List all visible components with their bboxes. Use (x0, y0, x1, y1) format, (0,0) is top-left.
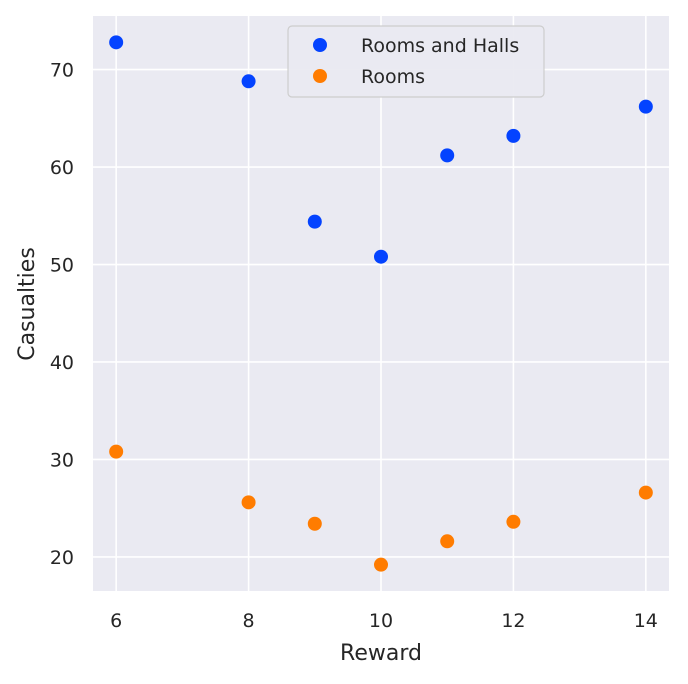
y-tick-label: 30 (50, 449, 74, 471)
data-point-rooms (241, 495, 256, 510)
data-point-rooms-and-halls (109, 35, 124, 50)
data-point-rooms-and-halls (440, 148, 455, 163)
y-tick-label: 50 (50, 255, 74, 277)
data-point-rooms-and-halls (506, 128, 521, 143)
data-point-rooms (109, 444, 124, 459)
data-point-rooms-and-halls (307, 214, 322, 229)
x-tick-label: 6 (110, 610, 122, 632)
y-tick-label: 60 (50, 157, 74, 179)
data-point-rooms (506, 514, 521, 529)
x-tick-label: 12 (501, 610, 525, 632)
y-tick-label: 20 (50, 547, 74, 569)
legend-box (287, 25, 545, 98)
x-tick-label: 8 (243, 610, 255, 632)
data-point-rooms-and-halls (638, 99, 653, 114)
legend: Rooms and Halls Rooms (287, 25, 545, 98)
x-tick-label: 10 (369, 610, 393, 632)
data-points (109, 35, 653, 572)
x-tick-label: 14 (634, 610, 658, 632)
data-point-rooms (374, 557, 388, 572)
y-axis-label: Casualties (15, 247, 40, 361)
data-point-rooms (307, 516, 322, 531)
legend-label-rooms: Rooms (361, 66, 425, 88)
data-point-rooms-and-halls (374, 249, 388, 264)
y-tick-label: 70 (50, 60, 74, 82)
data-point-rooms (638, 485, 653, 500)
y-tick-label: 40 (50, 352, 74, 374)
data-point-rooms-and-halls (241, 74, 256, 89)
legend-label-rooms-and-halls: Rooms and Halls (361, 35, 519, 57)
x-axis-label: Reward (340, 641, 422, 666)
legend-marker-rooms-and-halls (313, 38, 327, 52)
legend-marker-rooms (313, 69, 327, 83)
data-point-rooms (440, 534, 455, 549)
tick-labels: 6 8 10 12 14 20 30 40 50 60 70 (50, 60, 658, 632)
